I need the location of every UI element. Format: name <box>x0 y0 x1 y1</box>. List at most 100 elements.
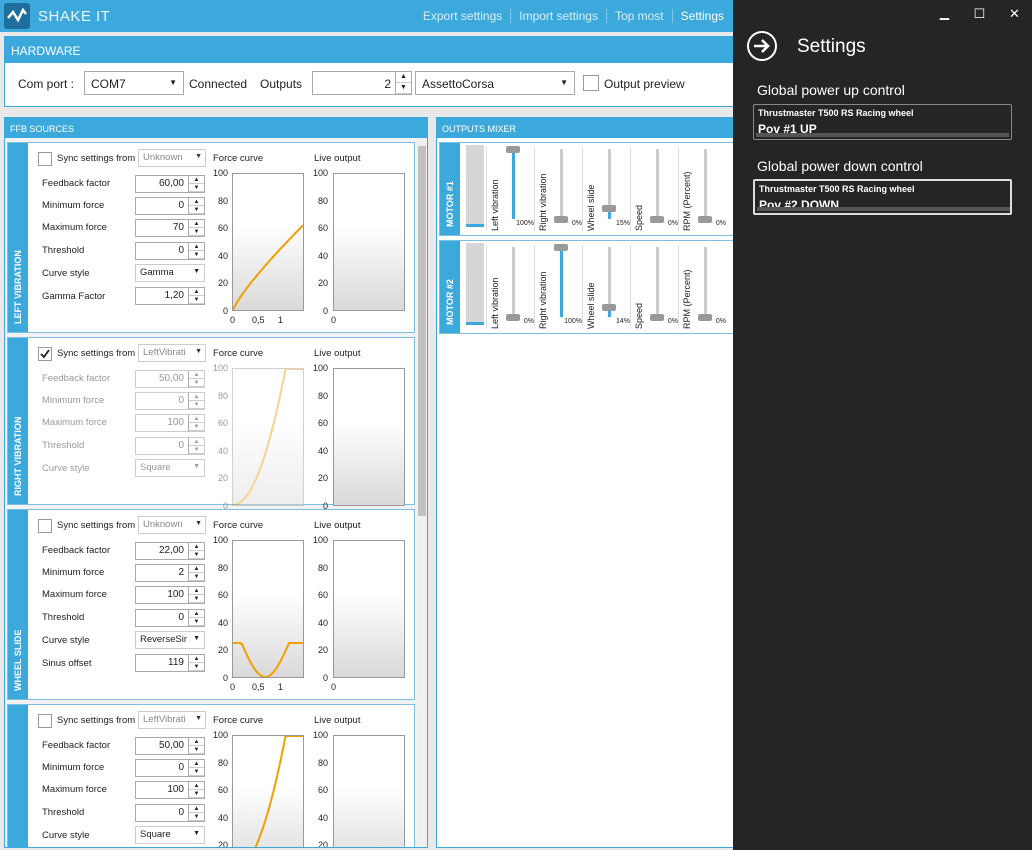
stepper-up-icon[interactable]: ▲ <box>189 243 204 251</box>
slider-thumb[interactable] <box>650 314 664 321</box>
slider-thumb[interactable] <box>554 216 568 223</box>
channel-slider[interactable] <box>602 149 616 219</box>
ffb-scrollbar[interactable] <box>417 140 427 847</box>
curve-style-select[interactable]: Square ▼ <box>135 826 205 844</box>
stepper-up-icon[interactable]: ▲ <box>396 72 411 83</box>
stepper-down-icon[interactable]: ▼ <box>189 573 204 581</box>
stepper-up-icon[interactable]: ▲ <box>189 782 204 790</box>
stepper-down-icon[interactable]: ▼ <box>189 184 204 192</box>
game-select[interactable]: AssettoCorsa ▼ <box>415 71 575 95</box>
channel-slider[interactable] <box>554 244 568 317</box>
stepper-up-icon[interactable]: ▲ <box>189 371 204 379</box>
channel-slider[interactable] <box>506 247 520 321</box>
curve-style-select[interactable]: Gamma ▼ <box>135 264 205 282</box>
slider-thumb[interactable] <box>602 304 616 311</box>
stepper-up-icon[interactable]: ▲ <box>189 220 204 228</box>
back-arrow-icon[interactable] <box>747 31 777 61</box>
sync-source-select[interactable]: LeftVibrati ▼ <box>138 711 206 729</box>
power-down-control[interactable]: Thrustmaster T500 RS Racing wheel Pov #2… <box>753 179 1012 215</box>
slider-thumb[interactable] <box>650 216 664 223</box>
slider-thumb[interactable] <box>554 244 568 251</box>
field-stepper[interactable]: 50,00 ▲ ▼ <box>135 737 205 755</box>
import-settings-link[interactable]: Import settings <box>510 9 606 23</box>
export-settings-link[interactable]: Export settings <box>422 9 503 23</box>
stepper-up-icon[interactable]: ▲ <box>189 543 204 551</box>
sync-source-select[interactable]: Unknown ▼ <box>138 149 206 167</box>
field-stepper[interactable]: 0 ▲ ▼ <box>135 759 205 777</box>
channel-slider[interactable] <box>650 149 664 223</box>
stepper-up-icon[interactable]: ▲ <box>189 415 204 423</box>
com-port-select[interactable]: COM7 ▼ <box>84 71 184 95</box>
slider-thumb[interactable] <box>602 205 616 212</box>
extra-stepper[interactable]: 119 ▲ ▼ <box>135 654 205 672</box>
minimize-icon[interactable]: ▁ <box>939 6 950 20</box>
curve-style-select[interactable]: Square ▼ <box>135 459 205 477</box>
slider-thumb[interactable] <box>698 216 712 223</box>
stepper-down-icon[interactable]: ▼ <box>189 379 204 387</box>
maximize-icon[interactable]: ☐ <box>973 6 986 21</box>
sync-source-select[interactable]: Unknown ▼ <box>138 516 206 534</box>
channel-slider[interactable] <box>698 247 712 321</box>
field-stepper[interactable]: 100 ▲ ▼ <box>135 414 205 432</box>
field-stepper[interactable]: 0 ▲ ▼ <box>135 804 205 822</box>
stepper-up-icon[interactable]: ▲ <box>189 805 204 813</box>
field-stepper[interactable]: 60,00 ▲ ▼ <box>135 175 205 193</box>
stepper-up-icon[interactable]: ▲ <box>189 438 204 446</box>
stepper-down-icon[interactable]: ▼ <box>189 663 204 671</box>
curve-style-select[interactable]: ReverseSir ▼ <box>135 631 205 649</box>
slider-thumb[interactable] <box>506 146 520 153</box>
stepper-up-icon[interactable]: ▲ <box>189 198 204 206</box>
stepper-down-icon[interactable]: ▼ <box>189 551 204 559</box>
stepper-down-icon[interactable]: ▼ <box>189 446 204 454</box>
top-most-link[interactable]: Top most <box>605 9 672 23</box>
output-preview-checkbox[interactable] <box>583 75 599 91</box>
stepper-down-icon[interactable]: ▼ <box>189 790 204 798</box>
field-stepper[interactable]: 0 ▲ ▼ <box>135 197 205 215</box>
stepper-up-icon[interactable]: ▲ <box>189 655 204 663</box>
stepper-up-icon[interactable]: ▲ <box>189 738 204 746</box>
stepper-down-icon[interactable]: ▼ <box>189 768 204 776</box>
field-stepper[interactable]: 0 ▲ ▼ <box>135 609 205 627</box>
slider-thumb[interactable] <box>506 314 520 321</box>
stepper-up-icon[interactable]: ▲ <box>189 176 204 184</box>
sync-checkbox[interactable] <box>38 714 52 728</box>
field-stepper[interactable]: 2 ▲ ▼ <box>135 564 205 582</box>
stepper-down-icon[interactable]: ▼ <box>189 595 204 603</box>
stepper-down-icon[interactable]: ▼ <box>189 401 204 409</box>
stepper-up-icon[interactable]: ▲ <box>189 393 204 401</box>
channel-slider[interactable] <box>506 146 520 219</box>
field-stepper[interactable]: 100 ▲ ▼ <box>135 586 205 604</box>
stepper-down-icon[interactable]: ▼ <box>189 228 204 236</box>
stepper-down-icon[interactable]: ▼ <box>189 813 204 821</box>
stepper-up-icon[interactable]: ▲ <box>189 760 204 768</box>
stepper-down-icon[interactable]: ▼ <box>189 423 204 431</box>
slider-thumb[interactable] <box>698 314 712 321</box>
outputs-stepper[interactable]: 2 ▲ ▼ <box>312 71 412 95</box>
field-stepper[interactable]: 0 ▲ ▼ <box>135 437 205 455</box>
field-stepper[interactable]: 0 ▲ ▼ <box>135 242 205 260</box>
stepper-down-icon[interactable]: ▼ <box>189 251 204 259</box>
stepper-down-icon[interactable]: ▼ <box>189 746 204 754</box>
power-up-control[interactable]: Thrustmaster T500 RS Racing wheel Pov #1… <box>753 104 1012 140</box>
sync-checkbox[interactable] <box>38 519 52 533</box>
sync-source-select[interactable]: LeftVibrati ▼ <box>138 344 206 362</box>
stepper-down-icon[interactable]: ▼ <box>189 206 204 214</box>
stepper-down-icon[interactable]: ▼ <box>396 83 411 94</box>
channel-slider[interactable] <box>650 247 664 321</box>
scrollbar-thumb[interactable] <box>418 146 426 516</box>
stepper-up-icon[interactable]: ▲ <box>189 587 204 595</box>
settings-link[interactable]: Settings <box>671 9 732 23</box>
sync-checkbox[interactable] <box>38 152 52 166</box>
field-stepper[interactable]: 50,00 ▲ ▼ <box>135 370 205 388</box>
stepper-up-icon[interactable]: ▲ <box>189 288 204 296</box>
stepper-up-icon[interactable]: ▲ <box>189 565 204 573</box>
close-icon[interactable]: ✕ <box>1009 6 1020 21</box>
stepper-down-icon[interactable]: ▼ <box>189 618 204 626</box>
field-stepper[interactable]: 100 ▲ ▼ <box>135 781 205 799</box>
extra-stepper[interactable]: 1,20 ▲ ▼ <box>135 287 205 305</box>
channel-slider[interactable] <box>554 149 568 223</box>
channel-slider[interactable] <box>698 149 712 223</box>
field-stepper[interactable]: 22,00 ▲ ▼ <box>135 542 205 560</box>
field-stepper[interactable]: 0 ▲ ▼ <box>135 392 205 410</box>
stepper-down-icon[interactable]: ▼ <box>189 296 204 304</box>
